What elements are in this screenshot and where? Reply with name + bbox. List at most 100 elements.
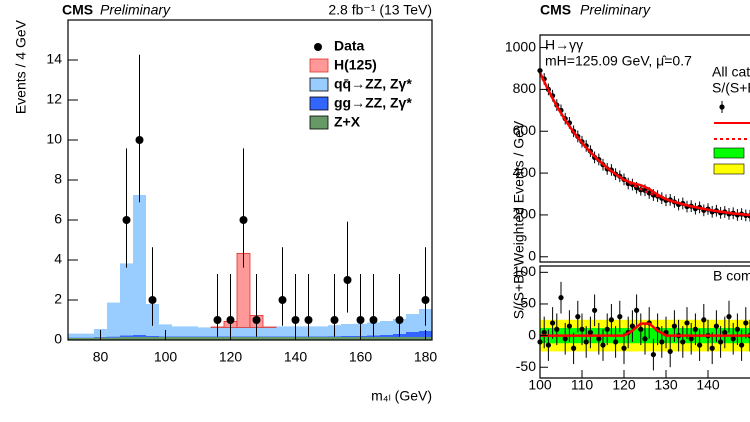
x-tick-label: 140 [284,349,308,365]
bar [172,336,185,337]
data-point [718,339,724,345]
x-tick-label: 110 [571,377,594,393]
data-point [571,345,577,351]
legend-marker [314,43,322,51]
bar [120,335,133,337]
data-point [596,336,602,342]
bar [302,336,315,337]
bar [172,326,185,337]
data-point [252,316,261,324]
data-point [562,336,568,342]
data-point [304,316,313,324]
data-point [278,296,287,304]
x-tick-label: 120 [219,349,243,365]
bar [406,332,419,337]
legend-swatch [309,58,329,73]
data-point [550,320,556,326]
bar [393,337,406,340]
y-tick-label: 0 [528,326,536,342]
data-point [722,329,728,336]
data-point [600,342,606,348]
bar [81,333,94,338]
data-point [621,345,627,351]
legend-label: Z+X [334,114,361,130]
data-point [659,339,665,345]
y-tick-label: 0 [528,247,536,263]
legend-swatch [309,96,329,111]
y-tick-label: 800 [513,80,537,96]
data-point [330,316,339,324]
bar [380,321,393,335]
y-tick-label: 10 [46,131,62,147]
data-point [634,307,640,313]
bar [406,314,419,332]
y-tick-label: 6 [54,211,62,227]
bar [211,337,224,340]
bar [263,337,276,340]
bar [406,337,419,340]
y-tick-label: 0 [54,331,62,347]
data-point [604,326,610,332]
y-tick-label: 12 [46,91,62,107]
bar [380,335,393,337]
plot-frame [539,34,750,263]
bar [107,337,120,340]
data-point [583,339,589,345]
title: CMS [62,2,93,18]
bar [315,326,328,337]
y-tick-label: 200 [513,206,537,222]
legend-swatch [309,77,329,92]
bar [146,336,159,337]
data-point [667,348,673,355]
fit-signal [540,322,750,337]
bar [237,336,250,337]
legend-label: Data [334,38,365,54]
bar [250,337,263,340]
subtitle: Preliminary [580,2,651,18]
x-tick-label: 120 [612,377,636,393]
bar [276,326,289,337]
bar [146,337,159,340]
bar [81,338,94,340]
title: CMS [540,2,571,18]
data-point [713,323,720,329]
bar [120,337,133,340]
y-tick-label: 600 [513,122,537,138]
data-point [688,336,694,342]
bar [237,327,250,337]
x-tick-label: 140 [696,377,720,393]
data-point [608,317,615,323]
annotation: H→γγ [545,37,583,53]
data-point [671,323,678,329]
data-point [697,342,703,348]
data-point [545,342,552,348]
x-tick-label: 80 [93,349,109,365]
bar [315,336,328,337]
x-tick-label: 180 [414,349,438,365]
data-point [369,316,378,324]
data-point [680,339,686,345]
y-tick-label: 4 [54,251,62,267]
x-tick-label: 100 [528,377,552,393]
bar [120,263,133,336]
data-point [692,326,699,332]
bar [367,337,380,340]
data-point [617,314,623,320]
y-tick-label: 50 [520,295,536,311]
y-tick-label: 400 [513,164,537,180]
data-point [629,323,636,329]
legend-label: qq̄→ZZ, Zγ* [334,76,412,92]
data-point [356,316,365,324]
subtitle: Preliminary [100,2,171,18]
bar [107,302,120,337]
bar [133,335,146,337]
bar [133,195,146,335]
y-tick-label: 1000 [505,38,536,54]
data-point [122,216,131,224]
bar [68,338,81,340]
data-point [554,326,560,332]
bar [211,336,224,337]
data-point [734,326,741,332]
bar [315,337,328,340]
